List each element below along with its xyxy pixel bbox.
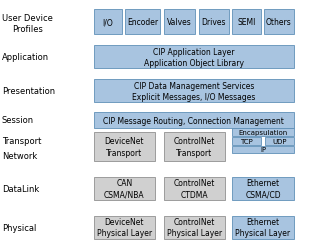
Bar [94, 178, 155, 200]
Text: Application: Application [2, 53, 49, 62]
Text: Encapsulation: Encapsulation [238, 130, 288, 136]
Text: Valves: Valves [167, 18, 192, 27]
Text: UDP: UDP [272, 138, 287, 144]
Bar [94, 46, 294, 69]
Text: I/O: I/O [102, 18, 113, 27]
Text: CIP Message Routing, Connection Management: CIP Message Routing, Connection Manageme… [103, 116, 284, 125]
Text: DeviceNet
Physical Layer: DeviceNet Physical Layer [97, 218, 152, 238]
Text: Others: Others [266, 18, 292, 27]
Bar [164, 132, 225, 161]
Text: CIP Application Layer
Application Object Library: CIP Application Layer Application Object… [144, 48, 244, 68]
Text: ControlNet
CTDMA: ControlNet CTDMA [174, 179, 215, 199]
Text: IP: IP [260, 146, 266, 152]
Bar [94, 10, 122, 35]
Bar [94, 80, 294, 102]
Bar [232, 10, 261, 35]
Text: Network: Network [2, 152, 37, 161]
Text: TCP: TCP [240, 138, 253, 144]
Text: DataLink: DataLink [2, 184, 39, 193]
Bar [94, 132, 155, 161]
Bar [94, 112, 294, 129]
Text: Session: Session [2, 116, 34, 124]
Text: Ethernet
CSMA/CD: Ethernet CSMA/CD [245, 179, 281, 199]
Bar [232, 178, 294, 200]
Text: Ethernet
Physical Layer: Ethernet Physical Layer [235, 218, 291, 238]
Text: ControlNet
Transport: ControlNet Transport [174, 137, 215, 157]
Bar [125, 10, 160, 35]
Bar [232, 129, 294, 136]
Text: DeviceNet
Transport: DeviceNet Transport [105, 137, 144, 157]
Bar [199, 10, 229, 35]
Bar [164, 178, 225, 200]
Bar [164, 216, 225, 239]
Bar [232, 146, 294, 153]
Bar [265, 138, 294, 145]
Text: User Device
Profiles: User Device Profiles [2, 14, 52, 34]
Text: Drives: Drives [201, 18, 226, 27]
Bar [264, 10, 294, 35]
Bar [232, 216, 294, 239]
Text: CIP Data Management Services
Explicit Messages, I/O Messages: CIP Data Management Services Explicit Me… [132, 81, 256, 101]
Text: CAN
CSMA/NBA: CAN CSMA/NBA [104, 179, 145, 199]
Bar [164, 10, 195, 35]
Text: Physical: Physical [2, 223, 36, 232]
Text: ControlNet
Physical Layer: ControlNet Physical Layer [167, 218, 222, 238]
Text: Transport: Transport [2, 137, 41, 146]
Text: Presentation: Presentation [2, 87, 55, 96]
Text: Encoder: Encoder [127, 18, 158, 27]
Bar [94, 216, 155, 239]
Bar [232, 138, 261, 145]
Text: SEMI: SEMI [237, 18, 256, 27]
